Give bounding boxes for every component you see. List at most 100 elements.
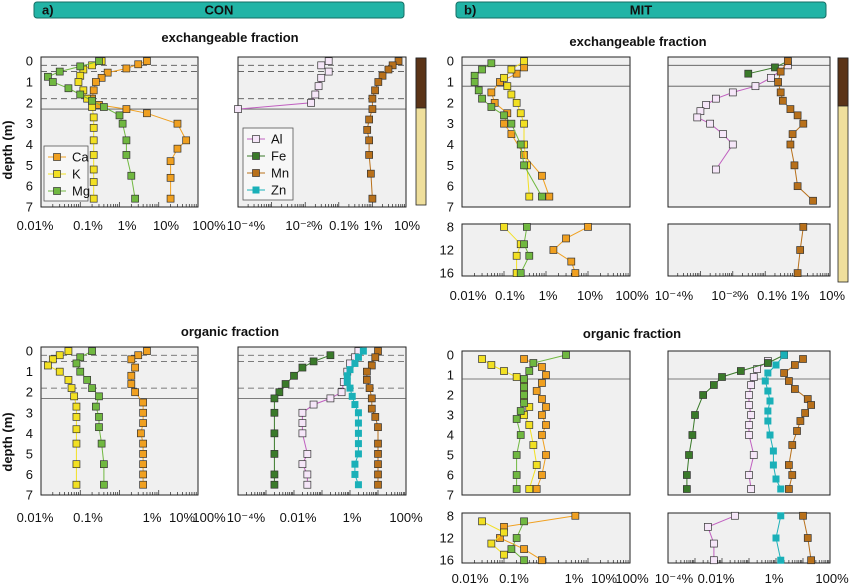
con-org-left-point-mg [83,376,92,384]
mit-org-left-point-mg [507,545,516,553]
panel-header-1 [455,1,827,19]
con-exch-left-point-mg [88,96,96,105]
con-org-left-point-mg [72,359,81,368]
mit-exch-right-point-mn [776,88,785,97]
con-exch-left-x-tick-label-4: 100% [192,218,226,233]
con-org-right-point-zn [354,429,362,437]
legend-al-fe-mn-zn-label-zn: Zn [271,183,286,198]
con-org-left-point-ca [137,429,145,438]
con-org-right-point-fe [270,429,279,438]
mit-exch-right-x-tick-label-3: 1% [791,288,810,303]
mit-exch-left-point-k [507,90,516,99]
mit-org-right-point-al [745,431,753,439]
con-org-right-point-zn [346,384,354,392]
mit-exch-left-point-k [507,65,516,74]
con-org-right-point-al [309,400,318,409]
mit-org-left-point-ca [532,387,541,395]
mit-exch-right-point-al [728,140,737,149]
mit-org-depth-tick-8: 8 [447,508,454,523]
mit-exch-left-point-k [512,251,521,260]
mit-org-right-point-mn [799,511,807,520]
section-title-mit-organic: organic fraction [583,326,681,341]
mit-org-left-point-mg [512,534,521,542]
con-exch-right-point-mn [374,78,383,86]
con-org-right-point-al [303,450,312,458]
mit-org-depth-tick-7: 7 [447,488,454,503]
mit-org-left-point-mg [520,556,528,565]
con-exch-right-point-al [234,105,242,113]
legend-ca-k-mg-label-k: K [72,167,81,182]
mit-org-right-x-tick-label-0: 10⁻⁴% [655,571,694,586]
panel-title-0: CON [205,3,234,18]
con-org-left-point-ca [139,460,147,469]
con-org-left-point-ca [139,470,147,479]
mit-exch-right-point-mn [776,67,785,76]
mit-exch-left-point-k [512,98,521,107]
con-org-right-point-zn [343,378,351,386]
mit-org-left-point-mg [520,383,528,391]
mit-org-right-point-mn [796,417,805,425]
con-org-left-point-ca [139,480,147,489]
con-org-right-x-tick-label-2: 1% [343,510,362,525]
con-exch-left-point-mg [131,194,139,203]
con-org-left-point-mg [97,439,106,448]
con-org-right-point-fe [270,394,279,403]
mit-exch-right-point-mn [809,196,817,205]
soil-column-bar-con-top [415,57,427,109]
mit-org-right-point-mn [780,369,788,377]
mit-org-left-point-ca [542,421,550,429]
con-exch-left-point-k [89,123,98,132]
legend-al-fe-mn-zn-label-mn: Mn [271,166,289,181]
mit-org-right-point-zn [772,475,780,483]
con-exch-right-point-mn [394,57,403,66]
mit-exch-left-plot-area [461,56,631,208]
con-exch-left-point-mg [115,111,124,120]
con-exch-right-point-mn [368,105,377,113]
mit-org-left-point-mg [562,351,570,359]
legend-al-fe-mn-zn-label-al: Al [271,132,283,147]
mit-org-left-point-k [525,403,534,411]
con-org-right-point-fe [275,388,284,397]
mit-exch-right-plot-area-lower [667,223,831,277]
mit-org-right-point-zn [777,485,785,493]
mit-org-right-point-mn [785,377,793,385]
mit-org-left-point-ca [538,379,546,387]
con-org-left-point-k [67,384,76,392]
mit-exch-depth-tick-5: 5 [447,158,454,173]
con-org-right-point-zn [354,419,362,427]
con-org-left-x-tick-label-3: 10% [169,510,195,525]
panel-label-1: b) [464,3,476,18]
mit-exch-left-point-mg [520,240,528,249]
con-exch-left-point-ca [103,68,112,77]
mit-org-left-point-k [525,421,534,429]
mit-org-left-point-ca [538,431,546,439]
con-org-right-point-zn [348,392,356,400]
con-org-right-point-mn [365,384,374,392]
con-exch-left-point-k [89,165,98,174]
mit-exch-right-point-fe [744,69,753,78]
con-exch-left-point-ca [173,119,182,128]
con-exch-right-point-al [317,73,326,82]
mit-org-right-point-al [731,511,739,520]
mit-exch-left-point-ca [562,234,570,243]
con-org-left-point-k [48,355,57,364]
con-exch-left-point-mg [100,103,108,111]
mit-exch-depth-tick-12: 12 [440,243,454,258]
con-org-left-point-k [64,376,73,384]
con-exch-left-point-ca [166,194,175,203]
mit-org-right-point-fe [699,391,707,399]
mit-exch-left-point-mg [487,59,496,68]
con-org-depth-tick-4: 4 [26,426,33,441]
con-exch-left-point-mg [64,84,73,93]
mit-org-left-point-mg [516,407,525,415]
mit-exch-right-point-al [706,119,715,128]
legend-ca-k-mg-marker-ca [53,153,61,161]
mit-org-left-point-k [487,361,496,369]
mit-org-right-point-zn [780,351,788,359]
mit-org-left-point-k [529,441,538,449]
con-org-right-point-al [298,460,307,469]
mit-exch-right-x-tick-label-4: 10% [819,288,845,303]
mit-org-left-plot-area-lower [461,512,631,564]
con-org-left-point-ca [127,371,136,380]
con-org-right-point-mn [374,450,382,458]
